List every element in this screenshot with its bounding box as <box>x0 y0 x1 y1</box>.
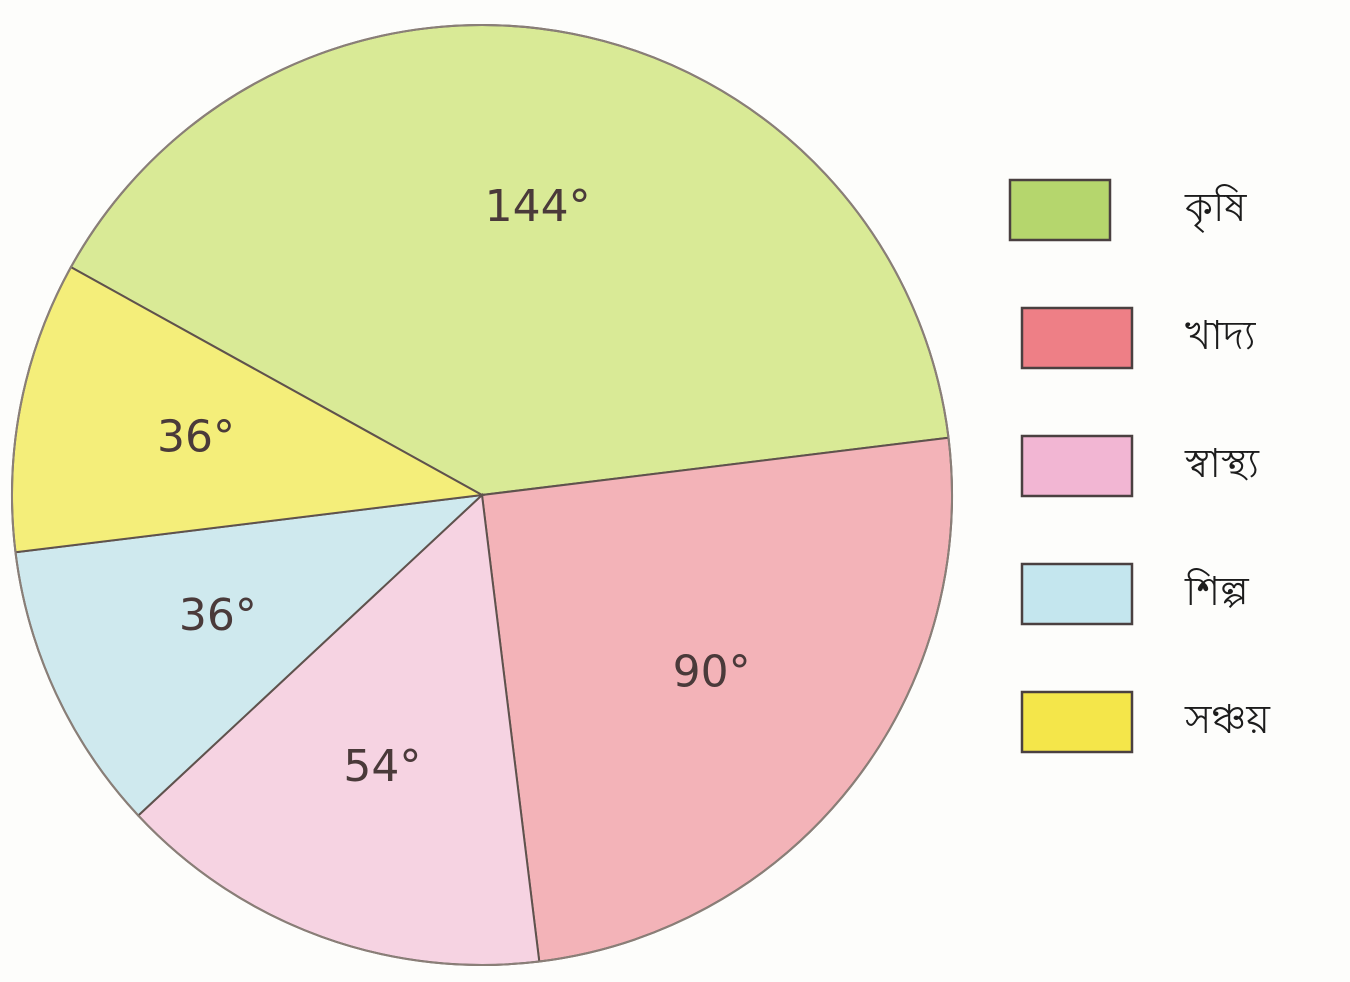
legend-swatch-4 <box>1020 690 1134 754</box>
pie-slice-labels: 144° 90° 54° 36° 36° <box>157 181 751 792</box>
pie-slices <box>11 23 953 966</box>
legend-label-2: স্বাস্থ্য <box>1184 441 1260 487</box>
pie-slice-label-2: 54° <box>343 741 421 792</box>
pie-slice-1 <box>480 436 953 963</box>
legend-swatch-1 <box>1020 306 1134 370</box>
legend-label-0: কৃষি <box>1184 184 1247 233</box>
pie-slice-label-4: 36° <box>157 411 235 462</box>
pie-slice-label-1: 90° <box>673 646 751 697</box>
pie-slice-label-3: 36° <box>179 590 257 641</box>
legend-label-3: শিল্প <box>1184 568 1250 615</box>
legend-label-4: সঞ্চয় <box>1184 697 1271 743</box>
legend-swatch-0 <box>1008 178 1112 242</box>
pie-slice-label-0: 144° <box>485 181 591 232</box>
legend-label-1: খাদ্য <box>1185 313 1257 359</box>
legend-swatch-2 <box>1020 434 1134 498</box>
pie-outline <box>11 24 953 966</box>
legend-swatch-3 <box>1020 562 1134 626</box>
legend: কৃষি খাদ্য স্বাস্থ্য শিল্প সঞ্চয় <box>1008 178 1271 754</box>
